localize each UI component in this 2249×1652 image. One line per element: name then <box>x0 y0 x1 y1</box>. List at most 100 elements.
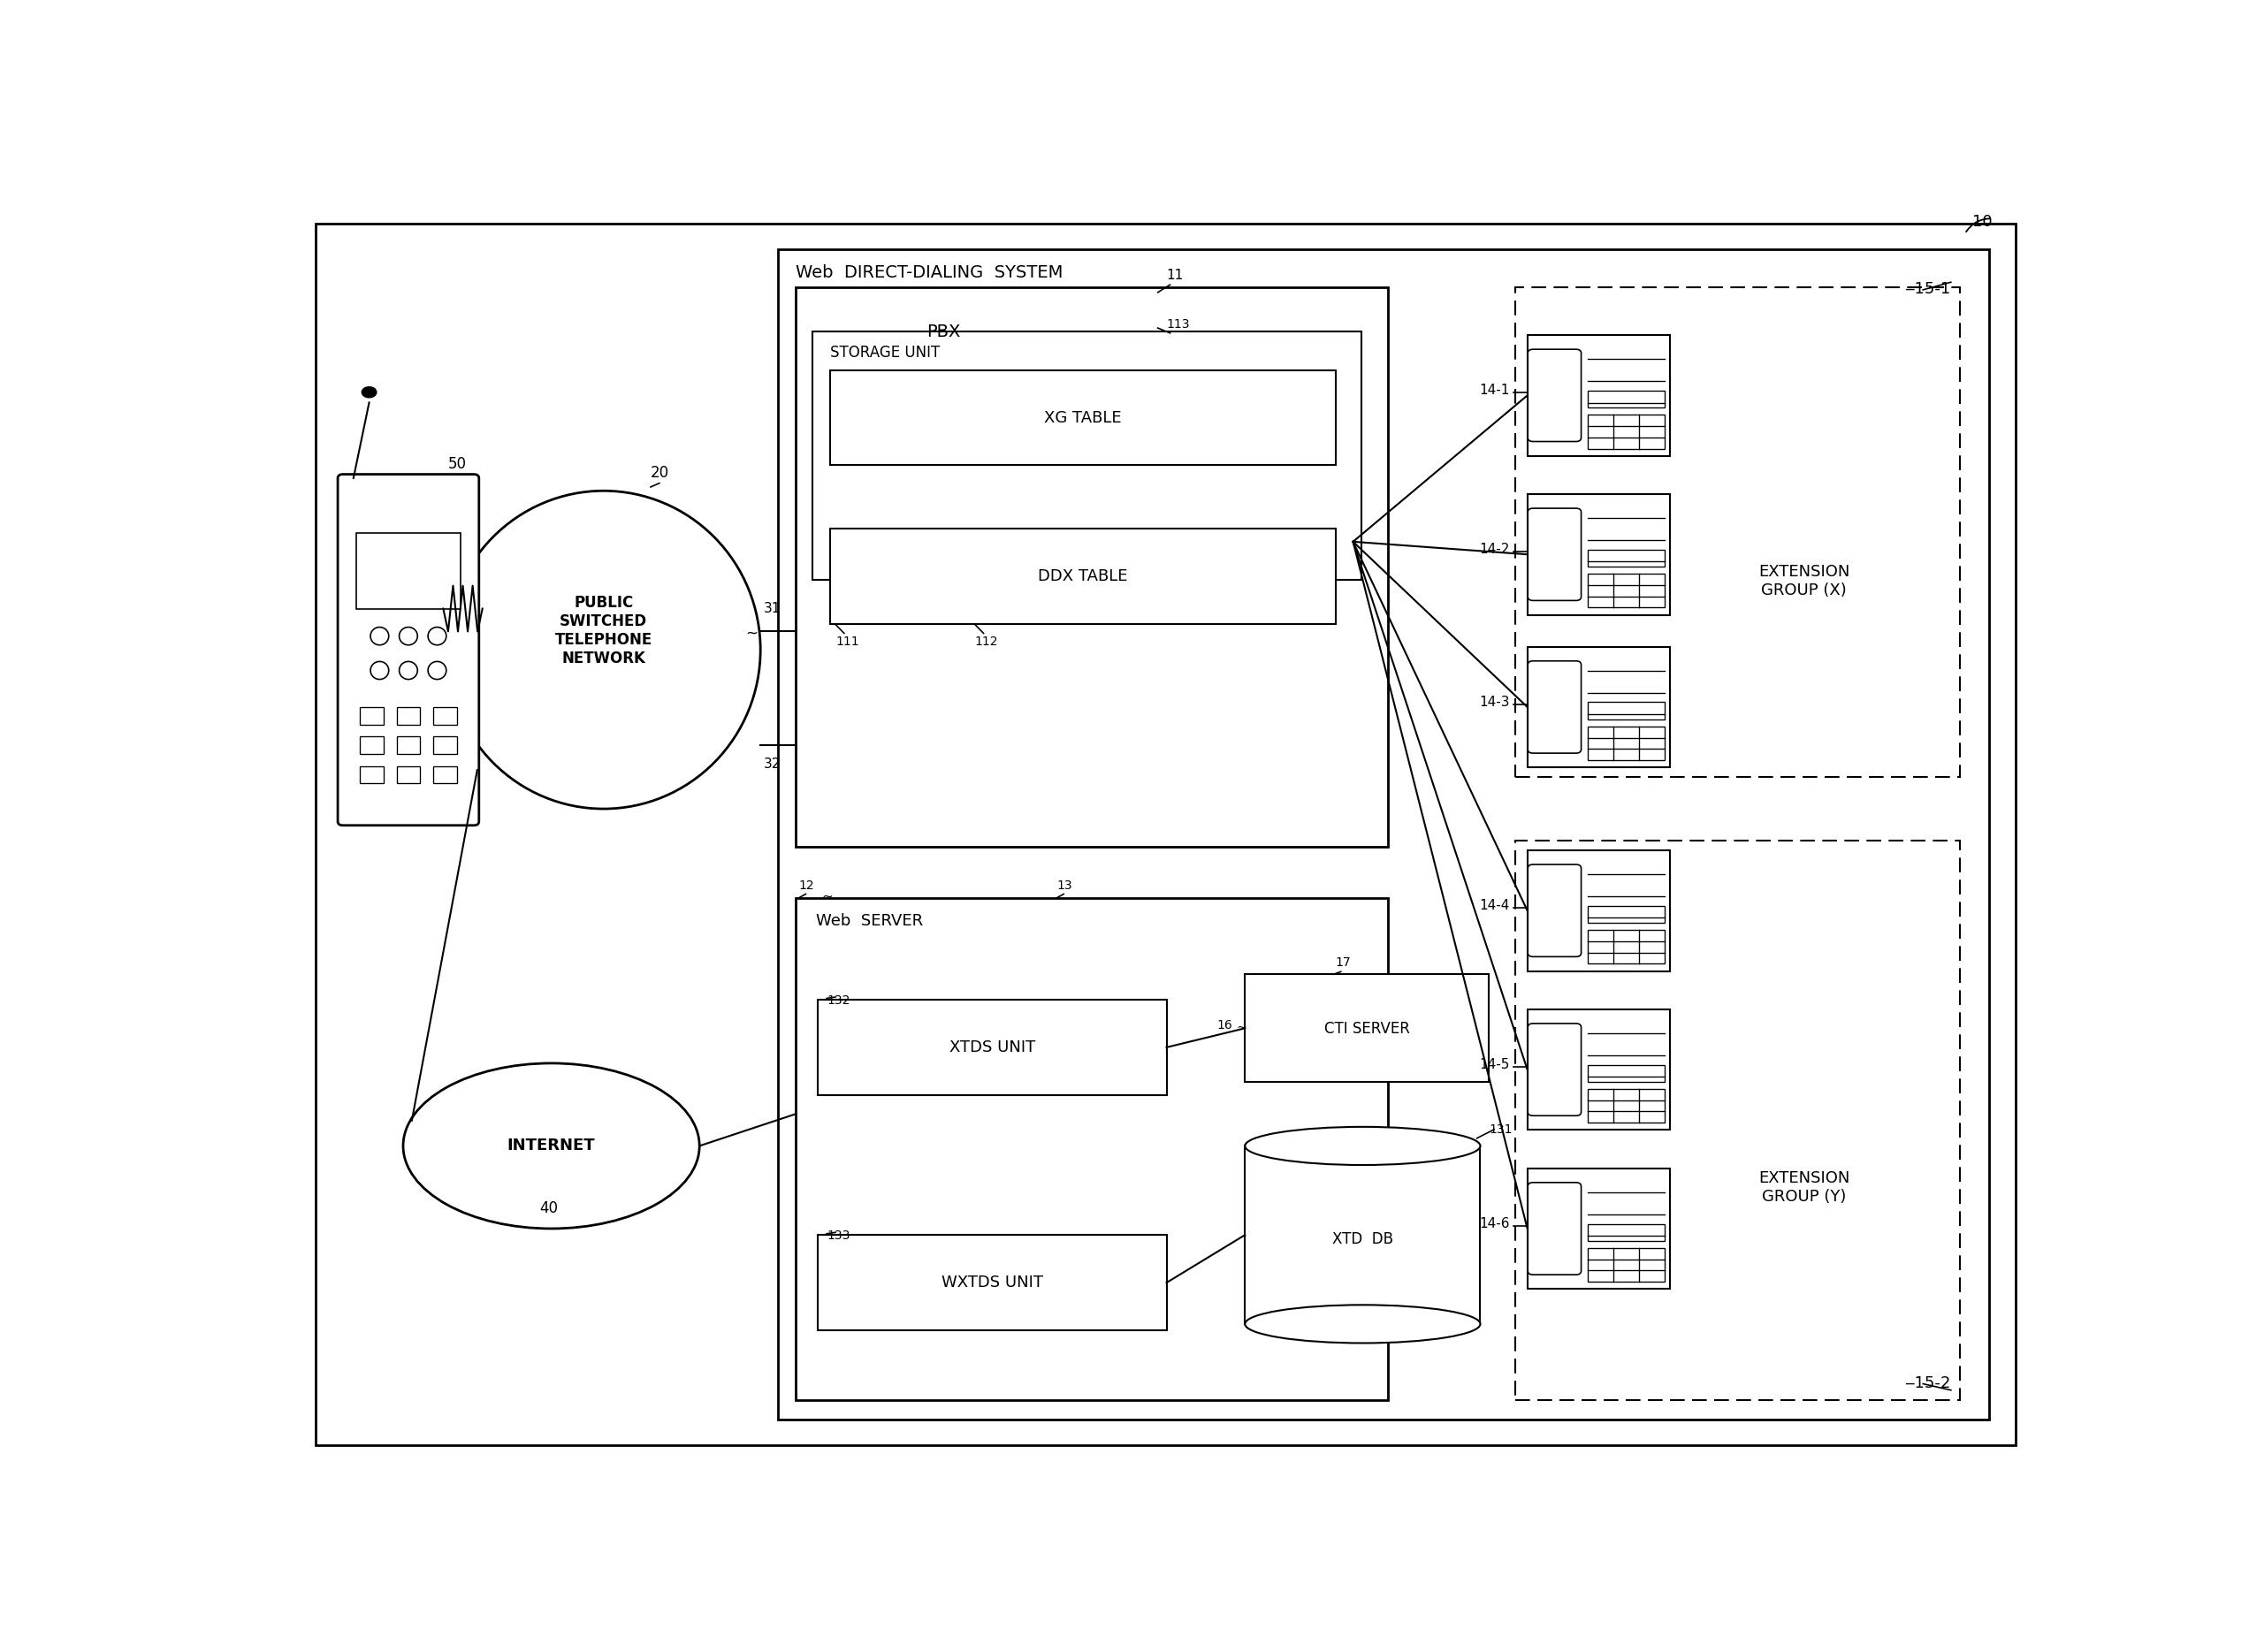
Bar <box>1588 415 1664 449</box>
Text: STORAGE UNIT: STORAGE UNIT <box>830 345 940 360</box>
Bar <box>360 767 385 783</box>
Bar <box>1246 1146 1480 1323</box>
Text: Web  DIRECT-DIALING  SYSTEM: Web DIRECT-DIALING SYSTEM <box>796 264 1062 281</box>
Ellipse shape <box>427 661 445 679</box>
Text: ~: ~ <box>1237 1021 1246 1034</box>
Text: ~: ~ <box>744 626 758 641</box>
Ellipse shape <box>1246 1305 1480 1343</box>
Bar <box>1516 841 1959 1401</box>
Bar <box>1588 905 1664 923</box>
Bar <box>1588 702 1664 719</box>
Text: CTI SERVER: CTI SERVER <box>1325 1021 1410 1037</box>
Text: ‒15-2: ‒15-2 <box>1905 1376 1950 1391</box>
Text: 40: 40 <box>540 1199 558 1216</box>
Text: PBX: PBX <box>927 324 960 340</box>
Text: 131: 131 <box>1489 1123 1511 1135</box>
Text: 31: 31 <box>765 603 780 616</box>
Text: 14-6: 14-6 <box>1480 1218 1509 1231</box>
Text: ~: ~ <box>821 890 832 904</box>
Bar <box>812 332 1361 580</box>
Ellipse shape <box>427 628 445 644</box>
Bar <box>396 767 421 783</box>
Text: 11: 11 <box>1167 269 1183 282</box>
Text: 113: 113 <box>1167 319 1190 330</box>
Bar <box>1588 573 1664 608</box>
Circle shape <box>362 387 376 398</box>
Ellipse shape <box>1246 1127 1480 1165</box>
Text: 133: 133 <box>828 1229 850 1242</box>
Text: EXTENSION
GROUP (X): EXTENSION GROUP (X) <box>1759 563 1849 598</box>
Text: 12: 12 <box>798 879 814 892</box>
Ellipse shape <box>400 661 418 679</box>
Text: INTERNET: INTERNET <box>508 1138 596 1153</box>
Bar <box>1527 1168 1671 1289</box>
Bar <box>1527 851 1671 971</box>
Text: 14-5: 14-5 <box>1480 1057 1509 1070</box>
Text: PUBLIC
SWITCHED
TELEPHONE
NETWORK: PUBLIC SWITCHED TELEPHONE NETWORK <box>556 595 652 666</box>
Bar <box>358 534 461 608</box>
Ellipse shape <box>371 661 389 679</box>
Bar <box>819 1236 1167 1330</box>
Bar <box>434 737 457 753</box>
Bar <box>1588 1247 1664 1282</box>
Text: XG TABLE: XG TABLE <box>1044 410 1122 426</box>
Bar <box>360 737 385 753</box>
Bar <box>396 707 421 725</box>
Text: 13: 13 <box>1057 879 1073 892</box>
Text: 111: 111 <box>834 636 859 648</box>
Bar <box>1588 930 1664 963</box>
Text: 50: 50 <box>448 456 466 472</box>
Bar <box>1588 727 1664 760</box>
Bar <box>434 767 457 783</box>
Text: 17: 17 <box>1336 957 1352 970</box>
Bar <box>830 529 1336 624</box>
Bar <box>1527 494 1671 615</box>
Text: Web  SERVER: Web SERVER <box>816 914 924 928</box>
FancyBboxPatch shape <box>1527 864 1581 957</box>
Text: 10: 10 <box>1972 213 1993 230</box>
Bar <box>1588 1066 1664 1082</box>
Ellipse shape <box>448 491 760 809</box>
Bar <box>1588 390 1664 408</box>
Text: 132: 132 <box>828 995 850 1008</box>
Text: 14-1: 14-1 <box>1480 383 1509 396</box>
Text: ‒15-1: ‒15-1 <box>1905 281 1950 297</box>
Ellipse shape <box>403 1064 699 1229</box>
FancyBboxPatch shape <box>1527 349 1581 441</box>
FancyBboxPatch shape <box>337 474 479 826</box>
FancyBboxPatch shape <box>1527 509 1581 601</box>
FancyBboxPatch shape <box>1527 1183 1581 1275</box>
Bar <box>360 707 385 725</box>
Bar <box>434 707 457 725</box>
Text: 112: 112 <box>974 636 999 648</box>
Bar <box>796 287 1388 847</box>
Text: 14-2: 14-2 <box>1480 544 1509 557</box>
Text: 20: 20 <box>650 464 670 481</box>
Text: 14-3: 14-3 <box>1480 695 1509 709</box>
Text: 16: 16 <box>1217 1019 1232 1031</box>
Bar <box>1516 287 1959 776</box>
Text: 32: 32 <box>765 758 780 771</box>
Bar <box>1527 1009 1671 1130</box>
Text: 14-4: 14-4 <box>1480 899 1509 912</box>
Text: EXTENSION
GROUP (Y): EXTENSION GROUP (Y) <box>1759 1171 1849 1204</box>
Text: XTD  DB: XTD DB <box>1331 1231 1392 1247</box>
Bar <box>796 897 1388 1401</box>
FancyBboxPatch shape <box>1527 661 1581 753</box>
Bar <box>396 737 421 753</box>
Bar <box>819 999 1167 1095</box>
Text: DDX TABLE: DDX TABLE <box>1039 568 1127 585</box>
Ellipse shape <box>400 628 418 644</box>
Bar <box>1588 1224 1664 1241</box>
Bar <box>1588 1089 1664 1123</box>
Ellipse shape <box>371 628 389 644</box>
Bar <box>830 370 1336 466</box>
Text: XTDS UNIT: XTDS UNIT <box>949 1039 1035 1056</box>
Bar <box>1527 646 1671 768</box>
Text: WXTDS UNIT: WXTDS UNIT <box>942 1275 1044 1290</box>
Bar <box>1246 975 1489 1082</box>
Bar <box>778 249 1990 1419</box>
FancyBboxPatch shape <box>1527 1024 1581 1115</box>
Bar <box>1527 335 1671 456</box>
Bar <box>1588 550 1664 567</box>
